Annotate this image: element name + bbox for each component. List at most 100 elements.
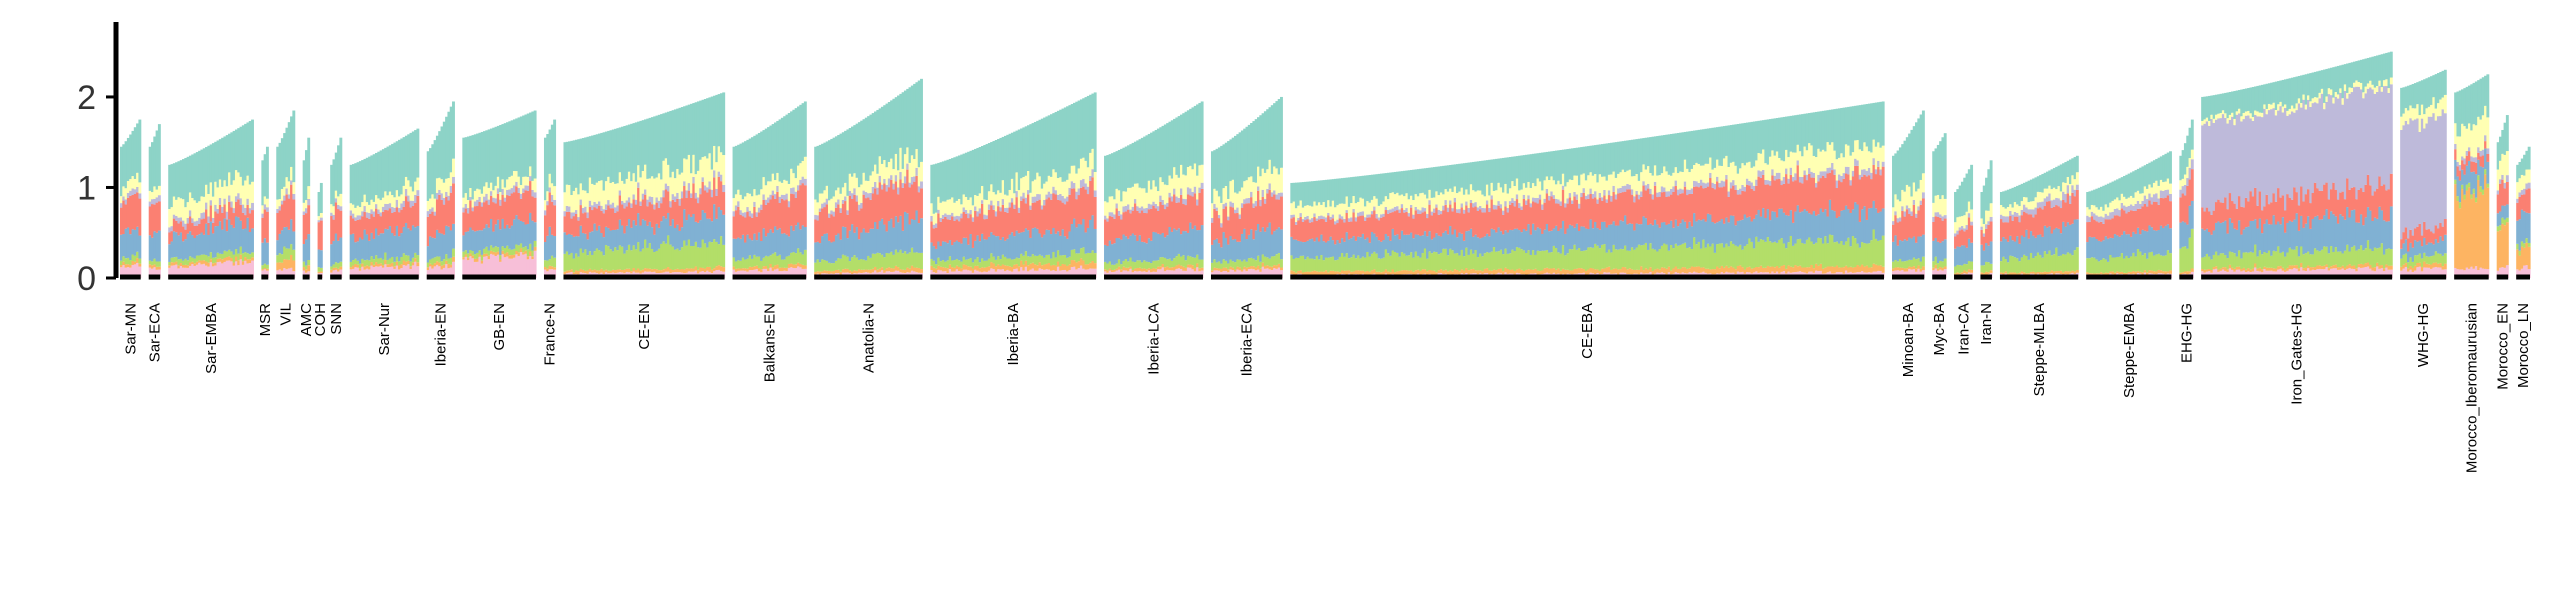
bar-segment xyxy=(880,254,884,268)
bar-segment xyxy=(987,209,991,237)
bar-segment xyxy=(398,265,401,270)
bar-segment xyxy=(825,141,829,186)
bar-segment xyxy=(710,221,714,243)
bar-segment xyxy=(627,124,631,172)
bar-segment xyxy=(1059,193,1063,201)
bar-segment xyxy=(894,153,898,176)
bar-segment xyxy=(485,224,489,247)
bar-segment xyxy=(177,197,181,218)
bar-segment xyxy=(1054,194,1058,234)
bar-segment xyxy=(414,130,418,182)
bar-segment xyxy=(753,233,757,255)
bar-segment xyxy=(1479,161,1482,191)
bar-segment xyxy=(1013,269,1017,278)
bar-segment xyxy=(1405,270,1409,275)
bar-segment xyxy=(1577,203,1581,209)
bar-segment xyxy=(1660,173,1664,187)
bar-segment xyxy=(239,176,243,199)
bar-segment xyxy=(604,226,608,246)
bar-segment xyxy=(244,228,248,253)
bar-segment xyxy=(1481,207,1485,213)
bar-segment xyxy=(1380,173,1383,205)
bar-segment xyxy=(1127,238,1130,262)
bar-segment xyxy=(1548,151,1551,181)
bar-segment xyxy=(1038,194,1042,200)
bar-segment xyxy=(664,243,668,269)
bar-segment xyxy=(1667,266,1671,273)
bar-segment xyxy=(853,125,857,174)
bar-segment xyxy=(261,270,265,278)
bar-segment xyxy=(1066,238,1070,258)
bar-segment xyxy=(653,116,657,179)
bar-segment xyxy=(985,260,989,267)
bar-segment xyxy=(431,194,435,208)
bar-segment xyxy=(1676,268,1680,273)
bar-segment xyxy=(136,192,140,227)
bar-segment xyxy=(553,186,557,200)
bar-segment xyxy=(120,203,123,208)
bar-segment xyxy=(946,268,950,273)
bar-segment xyxy=(1084,264,1088,270)
bar-segment xyxy=(1584,270,1588,275)
bar-segment xyxy=(151,261,154,266)
bar-segment xyxy=(976,257,980,266)
bar-segment xyxy=(1038,268,1042,278)
bar-segment xyxy=(690,173,693,194)
bar-segment xyxy=(232,265,236,278)
bar-segment xyxy=(1605,227,1609,253)
bar-segment xyxy=(1617,269,1620,275)
bar-segment xyxy=(876,252,880,270)
bar-segment xyxy=(1163,184,1167,205)
bar-segment xyxy=(678,230,682,251)
bar-segment xyxy=(499,259,503,262)
bar-segment xyxy=(1446,191,1450,208)
bar-segment xyxy=(634,122,638,182)
bar-segment xyxy=(1056,178,1060,195)
bar-segment xyxy=(953,242,957,261)
bar-segment xyxy=(492,251,496,255)
bar-segment xyxy=(618,127,622,173)
bar-segment xyxy=(971,262,975,269)
bar-segment xyxy=(381,211,385,234)
bar-segment xyxy=(302,261,306,267)
bar-segment xyxy=(1040,237,1044,256)
bar-segment xyxy=(577,217,581,221)
bar-segment xyxy=(1245,239,1249,262)
bar-segment xyxy=(1575,268,1579,274)
bar-segment xyxy=(1254,230,1258,261)
bar-segment xyxy=(794,191,798,198)
bar-segment xyxy=(1133,262,1137,269)
bar-segment xyxy=(1077,253,1081,262)
bar-segment xyxy=(946,199,950,215)
bar-segment xyxy=(1217,218,1221,244)
bar-segment xyxy=(1368,214,1372,218)
bar-segment xyxy=(193,238,197,259)
bar-segment xyxy=(179,266,183,278)
bar-segment xyxy=(1124,146,1128,192)
bar-segment xyxy=(1490,182,1494,196)
bar-segment xyxy=(1184,260,1188,268)
bar-segment xyxy=(129,195,133,235)
bar-segment xyxy=(1686,195,1690,229)
bar-segment xyxy=(1031,202,1035,229)
bar-segment xyxy=(876,187,880,195)
bar-segment xyxy=(191,198,195,219)
bar-segment xyxy=(307,199,311,206)
bar-segment xyxy=(1093,253,1097,264)
bar-segment xyxy=(1131,142,1135,187)
bar-segment xyxy=(778,228,782,255)
bar-segment xyxy=(1363,206,1367,218)
bar-segment xyxy=(1311,271,1314,275)
bar-segment xyxy=(207,234,211,257)
bar-segment xyxy=(1270,269,1274,278)
bar-segment xyxy=(1129,213,1133,236)
bar-segment xyxy=(748,210,752,217)
bar-segment xyxy=(767,127,770,182)
bar-segment xyxy=(644,268,647,272)
bar-segment xyxy=(251,228,254,253)
bar-segment xyxy=(1630,194,1634,224)
bar-segment xyxy=(593,223,597,252)
bar-segment xyxy=(794,178,798,192)
bar-segment xyxy=(969,270,973,278)
bar-segment xyxy=(1170,201,1174,232)
